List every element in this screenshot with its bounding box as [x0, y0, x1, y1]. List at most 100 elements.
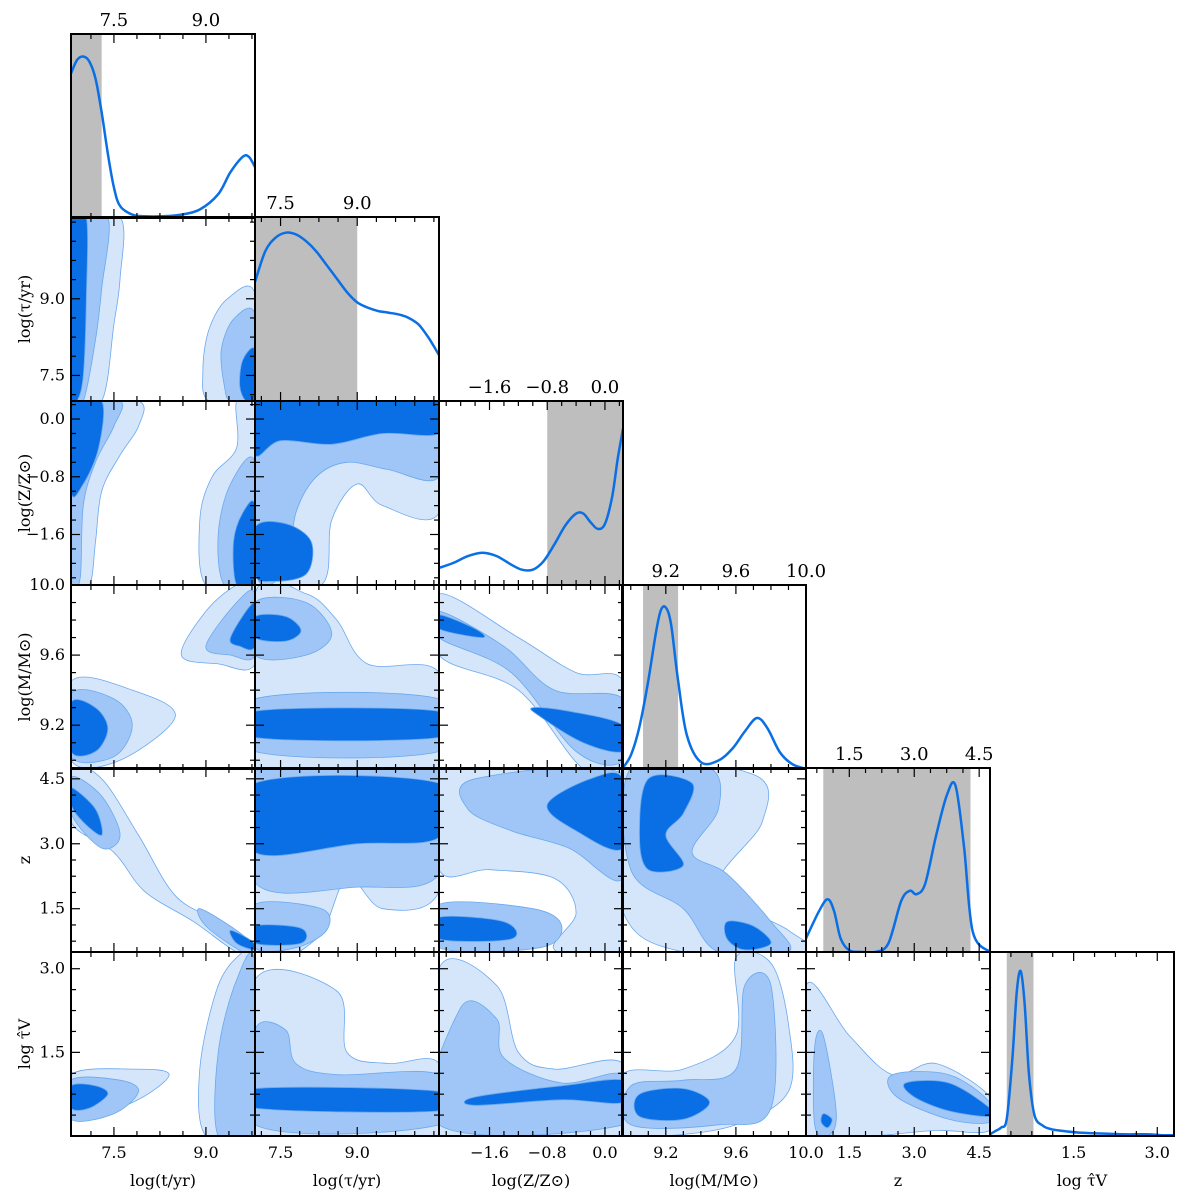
x-tick-label: 1.5	[1061, 1143, 1086, 1162]
shaded-interval-tau	[255, 217, 358, 401]
marginal-curve-tauV	[990, 969, 1174, 1136]
contour-panel-Z-z	[439, 768, 623, 952]
contour-panel-M-tauV	[622, 952, 794, 1136]
contour-panel-t-z	[71, 768, 255, 952]
shaded-interval-tauV	[1006, 952, 1034, 1136]
contour-panel-t-tau	[71, 217, 255, 401]
y-tick-label: 4.5	[40, 769, 65, 788]
y-axis-label: log(M/M⊙)	[15, 632, 34, 721]
contour-panel-t-M	[71, 585, 255, 769]
y-tick-label: 10.0	[29, 575, 65, 594]
y-tick-label: −0.8	[26, 467, 65, 486]
diag-tick-label: 9.0	[192, 10, 221, 31]
y-axis-label: log(Z/Z⊙)	[15, 454, 34, 533]
x-tick-label: 3.0	[1145, 1143, 1170, 1162]
contour-level-2	[439, 915, 518, 942]
x-axis-label: log(M/M⊙)	[669, 1171, 758, 1190]
contour-panel-t-Z	[71, 401, 255, 585]
diag-tick-label: 4.5	[965, 744, 994, 765]
y-tick-label: 7.5	[40, 365, 65, 384]
contour-level-2	[229, 602, 255, 651]
x-tick-label: 9.6	[723, 1143, 748, 1162]
x-axis-label: log(τ/yr)	[313, 1171, 381, 1190]
diag-tick-label: 9.2	[651, 561, 680, 582]
x-tick-label: 1.5	[837, 1143, 862, 1162]
x-axis-label: z	[894, 1171, 902, 1190]
contour-panel-tau-M	[255, 585, 439, 769]
diag-tick-label: −0.8	[525, 377, 569, 398]
contour-level-2	[71, 699, 109, 757]
contour-level-2	[229, 930, 255, 951]
diag-tick-label: 1.5	[835, 744, 864, 765]
contour-level-2	[820, 1113, 833, 1129]
y-axis-label: z	[15, 856, 34, 864]
diag-tick-label: −1.6	[468, 377, 512, 398]
marginal-M	[622, 585, 806, 769]
contour-level-2	[255, 1086, 439, 1113]
x-tick-label: −0.8	[528, 1143, 567, 1162]
diag-tick-label: 0.0	[591, 377, 620, 398]
x-tick-label: 7.5	[268, 1143, 293, 1162]
diag-tick-label: 9.6	[722, 561, 751, 582]
contour-level-2	[463, 1079, 623, 1106]
y-tick-label: 0.0	[40, 409, 65, 428]
x-tick-label: 3.0	[902, 1143, 927, 1162]
contour-level-2	[530, 707, 623, 753]
contour-level-2	[71, 1083, 109, 1111]
marginal-curve-M	[622, 605, 806, 769]
contour-level-2	[232, 500, 255, 585]
contour-level-2	[255, 707, 439, 742]
contour-panel-tau-Z	[255, 401, 439, 585]
contour-level-2	[255, 924, 308, 946]
contour-level-2	[71, 787, 103, 836]
marginal-curve-z	[806, 780, 990, 952]
marginal-tauV	[990, 952, 1174, 1136]
contour-level-2	[633, 1087, 711, 1121]
contour-level-2	[71, 401, 104, 498]
contour-level-2	[724, 920, 772, 951]
x-tick-label: −1.6	[470, 1143, 509, 1162]
y-tick-label: 9.6	[40, 645, 65, 664]
contour-panel-Z-tauV	[439, 958, 623, 1136]
contour-level-2	[255, 613, 302, 642]
contour-panel-tau-z	[255, 768, 439, 952]
diag-tick-label: 7.5	[266, 193, 295, 214]
diag-tick-label: 10.0	[786, 561, 826, 582]
shaded-interval-Z	[547, 401, 623, 585]
marginal-curve-t	[71, 55, 255, 218]
x-tick-label: 9.0	[344, 1143, 369, 1162]
contour-level-2	[239, 347, 255, 401]
contour-level-1	[812, 1029, 837, 1136]
y-tick-label: 1.5	[40, 899, 65, 918]
marginal-curve-tau	[255, 231, 439, 356]
contour-panel-M-z	[622, 768, 806, 952]
x-tick-label: 7.5	[101, 1143, 126, 1162]
contour-level-2	[255, 521, 314, 582]
x-axis-label: log(Z/Z⊙)	[492, 1171, 571, 1190]
x-tick-label: 9.2	[653, 1143, 678, 1162]
y-tick-label: 9.2	[40, 715, 65, 734]
diag-tick-label: 9.0	[343, 193, 372, 214]
diag-tick-label: 3.0	[900, 744, 929, 765]
x-tick-label: 10.0	[788, 1143, 824, 1162]
y-tick-label: −1.6	[26, 524, 65, 543]
contour-level-2	[639, 774, 695, 873]
shaded-interval-z	[823, 768, 971, 952]
contour-level-2	[255, 775, 439, 857]
y-tick-label: 9.0	[40, 289, 65, 308]
y-tick-label: 3.0	[40, 834, 65, 853]
contour-panel-t-tauV	[71, 952, 255, 1136]
x-tick-label: 0.0	[592, 1143, 617, 1162]
contour-panel-tau-tauV	[255, 969, 439, 1136]
contour-panel-Z-M	[439, 593, 623, 769]
y-axis-label: log(τ/yr)	[15, 275, 34, 343]
y-tick-label: 3.0	[40, 959, 65, 978]
marginal-t	[71, 34, 255, 218]
y-axis-label: log τ̂V	[15, 1018, 34, 1069]
marginal-curve-Z	[439, 428, 623, 572]
x-tick-label: 9.0	[193, 1143, 218, 1162]
contour-level-2	[439, 614, 486, 639]
diag-tick-label: 7.5	[100, 10, 129, 31]
panel-frame	[989, 951, 1175, 1137]
